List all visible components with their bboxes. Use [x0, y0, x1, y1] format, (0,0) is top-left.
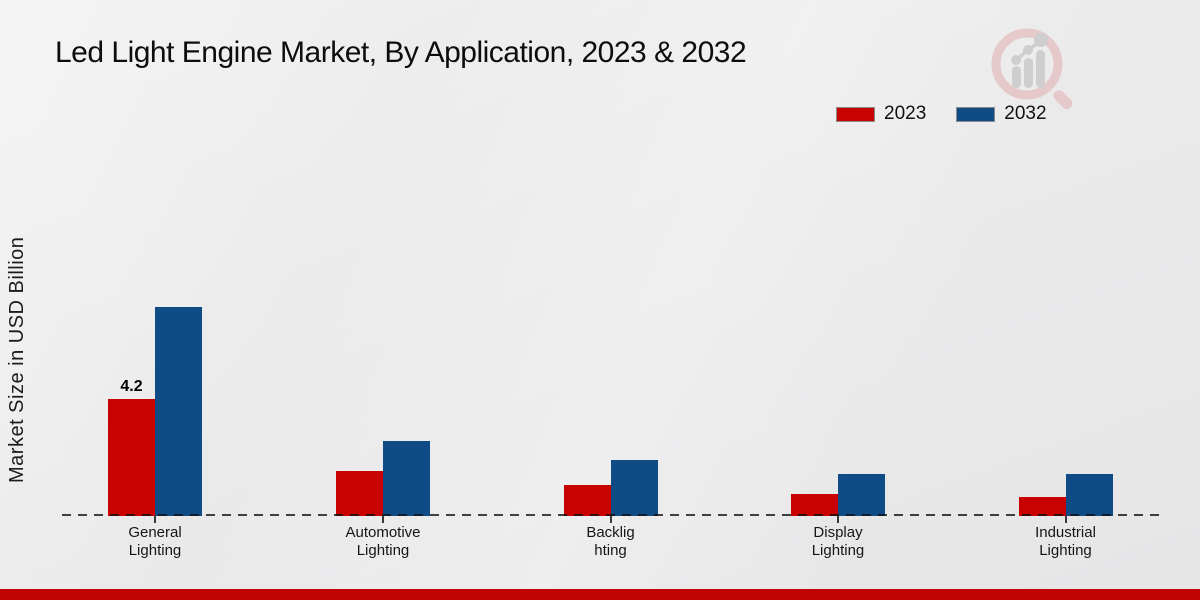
legend-swatch-2023 [836, 106, 875, 122]
y-axis-label: Market Size in USD Billion [6, 236, 28, 484]
chart-title: Led Light Engine Market, By Application,… [55, 36, 747, 69]
x-axis-tick [382, 516, 384, 523]
bar-2032-industrial-lighting [1065, 474, 1113, 516]
footer-accent-strip [0, 589, 1200, 600]
bar-2023-backlighting [563, 485, 611, 516]
bar-2023-automotive-lighting [336, 471, 383, 516]
bar-value-label: 4.2 [120, 378, 143, 395]
bar-2032-automotive-lighting [383, 441, 430, 516]
category-label-backlighting: Backlig hting [586, 524, 635, 559]
bar-2032-display-lighting [838, 474, 885, 516]
x-axis-tick [154, 516, 156, 523]
legend-item-2032: 2032 [956, 103, 1047, 125]
legend-item-2023: 2023 [836, 103, 926, 125]
legend: 2023 2032 [836, 103, 1047, 125]
x-axis-tick [1064, 516, 1067, 523]
legend-swatch-2032 [956, 106, 996, 122]
bar-2023-general-lighting [108, 399, 155, 516]
x-axis-dashed-baseline [62, 514, 1160, 516]
legend-label-2023: 2023 [884, 103, 927, 124]
bar-2032-backlighting [610, 460, 658, 516]
category-label-automotive-lighting: Automotive Lighting [345, 524, 421, 559]
legend-label-2032: 2032 [1004, 103, 1047, 124]
x-axis-tick [609, 516, 612, 523]
category-label-general-lighting: General Lighting [128, 524, 182, 559]
bar-2032-general-lighting [155, 307, 202, 516]
bar-2023-display-lighting [791, 494, 838, 516]
bar-2023-industrial-lighting [1018, 497, 1066, 516]
x-axis-tick [837, 516, 839, 523]
watermark-logo-icon [991, 28, 1073, 110]
category-label-display-lighting: Display Lighting [811, 524, 865, 559]
category-label-industrial-lighting: Industrial Lighting [1035, 524, 1096, 559]
